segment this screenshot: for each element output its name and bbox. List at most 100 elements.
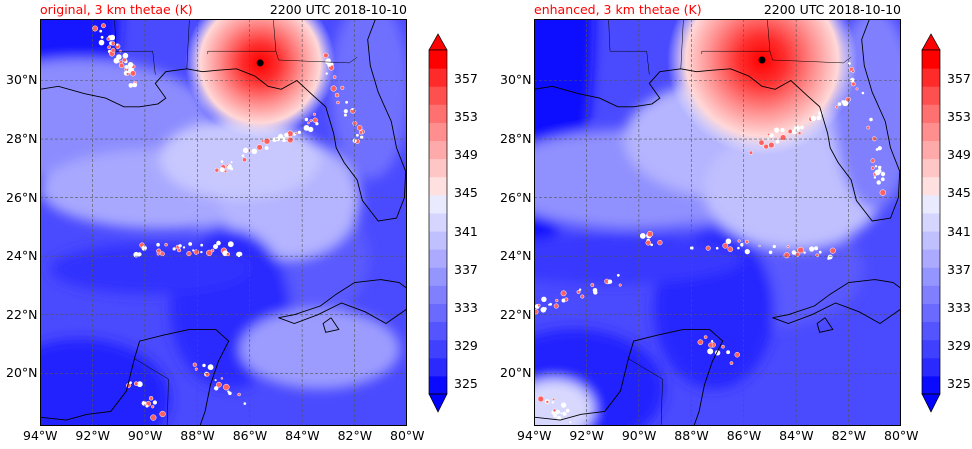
coastlines (40, 19, 407, 426)
colorbar-segment (429, 68, 447, 87)
colorbar-segment (429, 140, 447, 160)
lat-tick-label: 30°N (500, 72, 532, 88)
colorbar-segment (429, 212, 447, 232)
colorbar-segment (429, 267, 447, 286)
colorbar-segment (429, 375, 447, 395)
lon-tick-label: 86°W (726, 428, 762, 443)
colorbar-tick-label: 325 (454, 376, 478, 392)
colorbar-segment (429, 321, 447, 341)
lat-tick-label: 22°N (500, 306, 532, 322)
lat-tick-label: 30°N (6, 72, 38, 88)
colorbar-segment (922, 339, 940, 359)
colorbar-segment (922, 321, 940, 341)
colorbar-segment (922, 104, 940, 123)
lat-tick-label: 28°N (6, 131, 38, 147)
valid-time: 2200 UTC 2018-10-10 (763, 2, 901, 17)
colorbar-over-arrow (921, 33, 941, 51)
map-title: original, 3 km thetae (K) (40, 2, 193, 17)
colorbar-segment (429, 122, 447, 142)
colorbar-tick-label: 329 (947, 338, 971, 354)
coastlines (534, 19, 901, 426)
lon-tick-label: 90°W (127, 428, 163, 443)
lat-tick-label: 22°N (6, 306, 38, 322)
colorbar-tick-label: 357 (454, 70, 478, 86)
colorbar-tick-label: 345 (454, 185, 478, 201)
colorbar-tick-label: 353 (947, 108, 971, 124)
colorbar-segment (922, 231, 940, 250)
colorbar-segment (922, 375, 940, 395)
colorbar-segment (922, 267, 940, 286)
lon-tick-label: 88°W (180, 428, 215, 443)
colorbar-segment (429, 357, 447, 377)
thetae-map (534, 19, 901, 426)
political-borders (108, 19, 358, 426)
colorbar-segment (922, 86, 940, 105)
graticule (534, 19, 901, 426)
colorbar-segment (922, 68, 940, 87)
lon-tick-label: 88°W (674, 428, 709, 443)
colorbar-tick-label: 341 (454, 223, 478, 239)
colorbar-segment (429, 231, 447, 250)
lon-tick-label: 92°W (75, 428, 110, 443)
colorbar-segment (922, 122, 940, 142)
thetae-map (40, 19, 407, 426)
colorbar-segment (429, 194, 447, 214)
lon-tick-label: 84°W (285, 428, 320, 443)
colorbar-segment (429, 339, 447, 359)
colorbar-tick-label: 349 (454, 147, 478, 163)
lat-tick-label: 20°N (500, 365, 532, 381)
lat-tick-label: 24°N (500, 248, 532, 264)
colorbar-tick-label: 333 (947, 300, 971, 315)
hurricane-core (185, 19, 336, 138)
lon-tick-label: 82°W (831, 428, 867, 443)
storm-center-marker (758, 56, 766, 64)
colorbar-segment (429, 285, 447, 304)
colorbar-tick-label: 333 (454, 300, 478, 315)
lat-tick-label: 26°N (500, 189, 532, 205)
colorbar-tick-label: 337 (454, 261, 478, 277)
colorbar-segment (922, 158, 940, 178)
colorbar-segment (922, 303, 940, 323)
lon-tick-label: 90°W (621, 428, 657, 443)
graticule (40, 19, 407, 426)
map-title: enhanced, 3 km thetae (K) (534, 2, 702, 17)
lon-tick-label: 84°W (779, 428, 814, 443)
colorbar-tick-label: 341 (947, 223, 971, 239)
colorbar (428, 33, 448, 413)
colorbar-segment (429, 104, 447, 123)
colorbar-segment (429, 303, 447, 323)
colorbar-tick-label: 345 (947, 185, 971, 201)
colorbar-tick-label: 349 (947, 147, 971, 163)
colorbar-segment (922, 194, 940, 214)
colorbar-under-arrow (921, 393, 941, 413)
colorbar-segment (922, 176, 940, 196)
colorbar-segment (922, 212, 940, 232)
colorbar-segment (922, 285, 940, 304)
colorbar-over-arrow (428, 33, 448, 51)
lat-tick-label: 24°N (6, 248, 38, 264)
lon-tick-label: 94°W (23, 428, 58, 443)
colorbar-segment (922, 140, 940, 160)
lon-tick-label: 82°W (337, 428, 373, 443)
storm-center-marker (256, 59, 264, 67)
valid-time: 2200 UTC 2018-10-10 (269, 2, 407, 17)
colorbar-segment (429, 249, 447, 268)
lon-tick-label: 92°W (569, 428, 604, 443)
colorbar-segment (429, 50, 447, 69)
convective-cells (534, 62, 886, 424)
colorbar-tick-label: 337 (947, 261, 971, 277)
convective-cells (92, 23, 365, 421)
colorbar-segment (922, 50, 940, 69)
colorbar-segment (922, 357, 940, 377)
colorbar (921, 33, 941, 413)
colorbar-segment (429, 158, 447, 178)
colorbar-segment (922, 249, 940, 268)
colorbar-tick-label: 329 (454, 338, 478, 354)
colorbar-tick-label: 325 (947, 376, 971, 392)
lon-tick-label: 80°W (884, 428, 919, 443)
lon-tick-label: 94°W (517, 428, 552, 443)
lat-tick-label: 28°N (500, 131, 532, 147)
lon-tick-label: 86°W (232, 428, 268, 443)
colorbar-tick-label: 353 (454, 108, 478, 124)
lat-tick-label: 26°N (6, 189, 38, 205)
